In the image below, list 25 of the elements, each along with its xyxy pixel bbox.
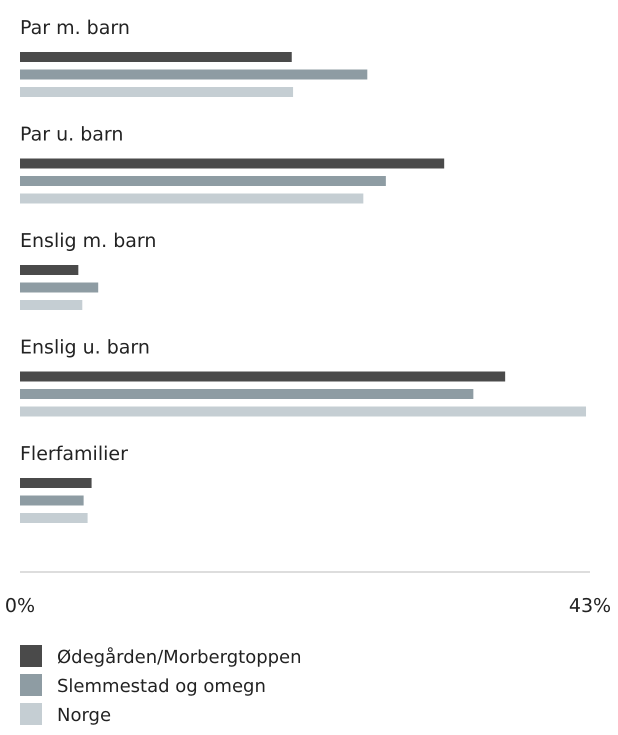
legend-label: Slemmestad og omegn bbox=[57, 676, 266, 697]
bar bbox=[20, 513, 88, 523]
bar bbox=[20, 496, 84, 506]
bar bbox=[20, 478, 92, 488]
bar bbox=[20, 406, 586, 416]
bar bbox=[20, 194, 364, 204]
bar bbox=[20, 389, 474, 399]
bar bbox=[20, 372, 506, 382]
legend-label: Norge bbox=[57, 705, 112, 726]
bar bbox=[20, 87, 294, 97]
bar bbox=[20, 282, 98, 292]
y-tick-label: Enslig m. barn bbox=[20, 230, 156, 252]
x-tick-label: 43% bbox=[568, 595, 612, 617]
y-tick-label: Enslig u. barn bbox=[20, 336, 150, 358]
y-tick-label: Par u. barn bbox=[20, 124, 124, 146]
bar bbox=[20, 176, 386, 186]
y-tick-label: Flerfamilier bbox=[20, 443, 128, 465]
y-tick-label: Par m. barn bbox=[20, 17, 130, 39]
bar bbox=[20, 300, 82, 310]
x-tick-label: 0% bbox=[4, 595, 36, 617]
bar bbox=[20, 158, 444, 168]
bar bbox=[20, 265, 78, 275]
bar bbox=[20, 70, 368, 80]
legend-label: Ødegården/Morbergtoppen bbox=[57, 647, 302, 668]
bar bbox=[20, 52, 292, 62]
